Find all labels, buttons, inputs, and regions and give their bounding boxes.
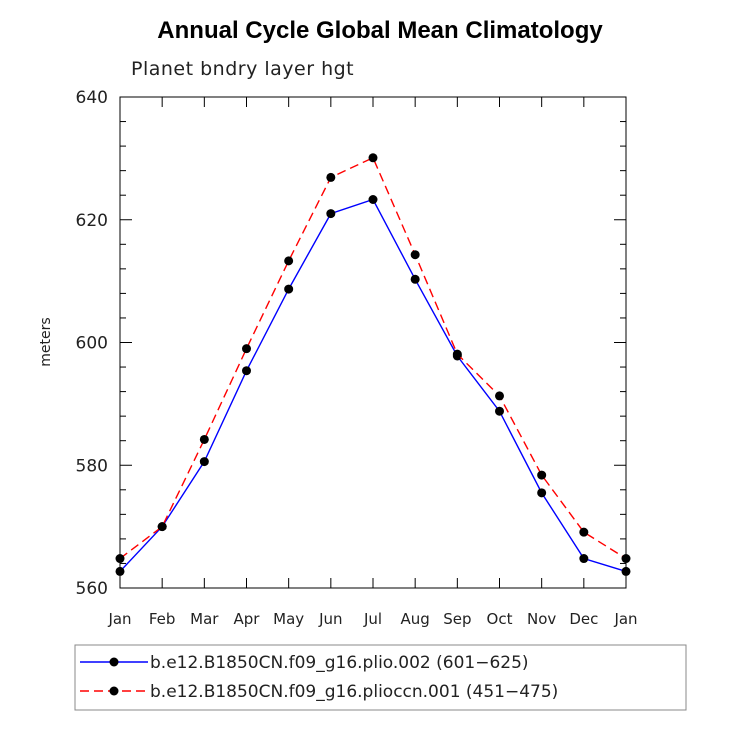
x-tick-label: Dec: [569, 610, 598, 628]
legend-box: [74, 644, 687, 711]
x-tick-label: Aug: [401, 610, 430, 628]
legend: b.e12.B1850CN.f09_g16.plio.002 (601−625)…: [80, 653, 558, 702]
data-point: [199, 457, 209, 467]
x-tick-label: Jun: [318, 610, 342, 628]
chart-subtitle: Planet bndry layer hgt: [131, 58, 354, 80]
series-line-2: [119, 156, 627, 560]
data-point: [579, 527, 589, 537]
x-tick-label: Jan: [107, 610, 131, 628]
legend-label-1: b.e12.B1850CN.f09_g16.plio.002 (601−625): [150, 653, 529, 673]
data-point: [410, 274, 420, 284]
data-point: [242, 366, 251, 376]
legend-marker: [109, 657, 119, 667]
x-tick-label: Feb: [149, 610, 176, 628]
plot-frame: [119, 96, 627, 589]
y-tick-label: 620: [76, 211, 108, 231]
data-point: [368, 153, 378, 163]
x-tick-label: Mar: [190, 610, 219, 628]
y-tick-label: 600: [76, 334, 108, 354]
series-group: [115, 153, 631, 576]
y-tick-label: 560: [76, 579, 108, 599]
series-line-1: [119, 198, 627, 573]
data-point: [284, 284, 294, 294]
data-point: [495, 391, 504, 401]
data-point: [242, 344, 251, 354]
data-point: [452, 349, 462, 359]
x-tick-label: Jul: [363, 610, 382, 628]
tick-marks: [119, 96, 627, 589]
data-point: [579, 554, 589, 564]
data-point: [621, 566, 631, 576]
legend-label-2: b.e12.B1850CN.f09_g16.plioccn.001 (451−4…: [150, 682, 558, 702]
data-point: [326, 209, 336, 219]
x-tick-label: Nov: [527, 610, 556, 628]
x-tick-label: May: [273, 610, 304, 628]
data-point: [410, 250, 420, 260]
y-tick-label: 580: [76, 456, 108, 476]
data-point: [199, 434, 209, 444]
y-axis-label: meters: [38, 317, 54, 366]
x-tick-label: Sep: [443, 610, 471, 628]
data-point: [115, 554, 125, 564]
y-tick-labels: 560 580 600 620 640: [76, 88, 108, 599]
data-point: [495, 406, 504, 416]
data-point: [284, 256, 294, 266]
x-tick-labels: Jan Feb Mar Apr May Jun Jul Aug Sep Oct Nov Dec Jan: [107, 610, 637, 628]
data-point: [326, 172, 336, 182]
data-point: [537, 488, 547, 498]
data-point: [621, 554, 631, 564]
data-point: [157, 522, 167, 532]
x-tick-label: Jan: [613, 610, 637, 628]
data-point: [115, 566, 125, 576]
x-tick-label: Apr: [234, 610, 261, 628]
chart-title: Annual Cycle Global Mean Climatology: [157, 17, 603, 44]
y-tick-label: 640: [76, 88, 108, 108]
data-point: [537, 470, 547, 480]
x-tick-label: Oct: [487, 610, 513, 628]
legend-marker: [109, 686, 119, 696]
data-point: [368, 194, 378, 204]
